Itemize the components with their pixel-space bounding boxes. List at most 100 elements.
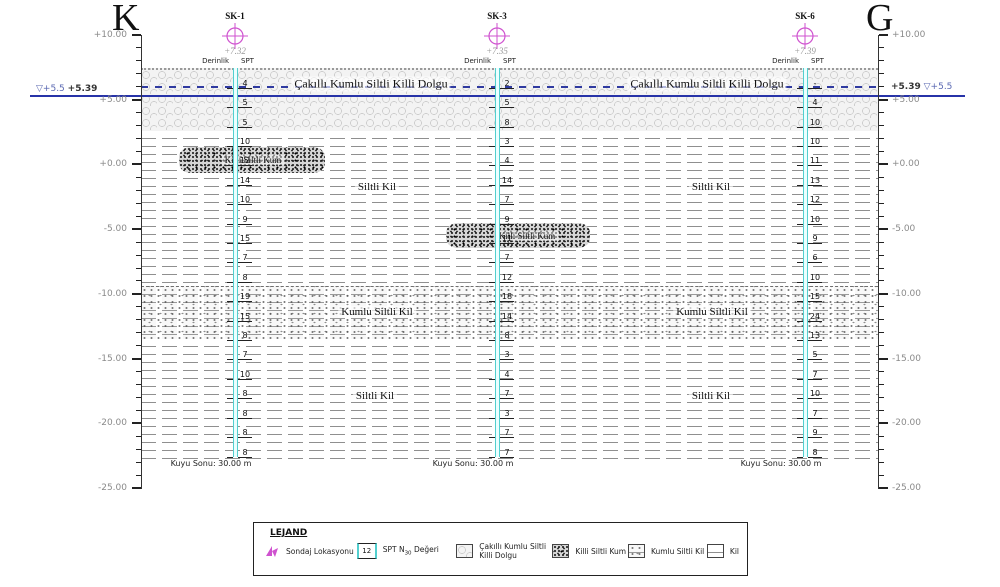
borehole-column: [233, 68, 238, 457]
axis-tick: [879, 474, 884, 476]
spt-value: 8: [238, 273, 252, 283]
fill-pattern-swatch: [456, 544, 474, 559]
axis-tick-label: -15.00: [892, 353, 922, 364]
spt-value: -: [808, 79, 822, 89]
depth-column-header: Derinlik: [772, 57, 799, 65]
depth-tick: [797, 378, 803, 380]
depth-tick: [227, 340, 233, 341]
axis-tick: [879, 267, 884, 269]
axis-tick: [879, 215, 884, 217]
legend-title: LEJAND: [270, 528, 308, 538]
borehole-location-symbol: [483, 22, 511, 50]
depth-tick: [797, 107, 803, 109]
axis-tick: [879, 98, 888, 101]
depth-tick: [489, 107, 495, 109]
axis-tick: [136, 409, 141, 411]
axis-tick: [132, 422, 141, 425]
depth-tick: [489, 456, 495, 458]
label-silty-clay-lower-left: Siltli Kil: [352, 390, 398, 402]
spt-value: 2: [500, 79, 514, 89]
label-fill-right: Çakıllı Kumlu Siltli Killi Dolgu: [627, 76, 787, 92]
spt-value: 14: [500, 175, 514, 186]
axis-tick: [879, 125, 884, 127]
axis-tick: [879, 34, 888, 36]
spt-value: 12: [808, 195, 822, 206]
legend-item-fill: Çakıllı Kumlu Siltli Killi Dolgu: [456, 542, 552, 561]
axis-tick: [136, 461, 141, 463]
depth-tick: [489, 359, 495, 361]
depth-tick: [797, 417, 803, 419]
depth-tick: [489, 398, 495, 400]
spt-value: 3: [500, 137, 514, 147]
label-lens-2: Killi Siltli Kum: [495, 231, 559, 241]
depth-tick: [227, 456, 233, 458]
axis-tick-label: -15.00: [97, 353, 127, 364]
depth-tick: [797, 145, 803, 147]
depth-tick: [489, 262, 495, 264]
depth-column-header: Derinlik: [202, 57, 229, 65]
axis-tick: [136, 280, 141, 282]
depth-tick: [797, 320, 803, 322]
spt-value: 24: [808, 311, 822, 322]
spt-value: 13: [808, 175, 822, 186]
depth-tick: [797, 126, 803, 128]
axis-tick: [136, 176, 141, 178]
depth-tick: [489, 243, 495, 244]
axis-tick: [879, 163, 888, 166]
axis-tick: [136, 254, 141, 256]
elevation-axis: [878, 35, 879, 489]
depth-tick: [489, 340, 495, 341]
depth-tick: [489, 126, 495, 128]
depth-tick: [489, 417, 495, 419]
axis-tick: [136, 189, 141, 191]
depth-tick: [489, 301, 495, 303]
borehole-end-label: Kuyu Sonu: 30.00 m: [740, 459, 822, 468]
borehole-elevation: +7.39: [794, 46, 816, 56]
axis-tick: [132, 163, 141, 166]
spt-value: 12: [500, 272, 514, 283]
depth-tick: [227, 204, 233, 206]
depth-tick: [797, 262, 803, 264]
axis-tick: [879, 86, 884, 88]
axis-tick: [136, 86, 141, 88]
axis-tick-label: -10.00: [97, 288, 127, 299]
spt-column-header: SPT: [503, 57, 516, 65]
clay-pattern-swatch: [706, 544, 724, 559]
depth-tick: [227, 398, 233, 400]
depth-tick: [227, 301, 233, 303]
depth-tick: [797, 437, 803, 439]
water-table-dashed-line: [141, 86, 878, 88]
depth-tick: [489, 320, 495, 322]
axis-tick-label: +10.00: [93, 30, 127, 40]
depth-tick: [797, 204, 803, 206]
depth-tick: [227, 145, 233, 147]
axis-tick: [136, 474, 141, 476]
axis-tick: [879, 189, 884, 191]
legend-item-spt: 12 SPT N30 Değeri: [356, 543, 457, 560]
depth-tick: [489, 87, 495, 89]
axis-tick: [879, 202, 884, 204]
spt-value: 6: [808, 253, 822, 264]
spt-value: 3: [500, 409, 514, 419]
depth-tick: [797, 340, 803, 341]
lens-clayey-silty-sand-2: [446, 223, 590, 248]
axis-tick: [879, 306, 884, 308]
sandy-silty-clay-pattern-swatch: [627, 544, 645, 559]
legend-item-clay: Kil: [706, 544, 739, 559]
groundwater-label-left: ▽+5.5 +5.39: [36, 84, 98, 94]
axis-tick: [879, 357, 888, 360]
depth-tick: [489, 145, 495, 147]
spt-value: 5: [238, 98, 252, 109]
spt-value: 4: [238, 79, 252, 89]
lens-clayey-silty-sand-1: [179, 147, 325, 173]
axis-tick: [132, 34, 141, 36]
axis-tick: [879, 422, 888, 425]
spt-value: 15: [808, 292, 822, 303]
spt-value: 3: [500, 350, 514, 361]
depth-tick: [227, 437, 233, 439]
spt-value: 19: [238, 292, 252, 303]
spt-value: 9: [238, 215, 252, 225]
axis-tick: [879, 254, 884, 256]
axis-tick: [879, 228, 888, 231]
depth-tick: [489, 184, 495, 186]
